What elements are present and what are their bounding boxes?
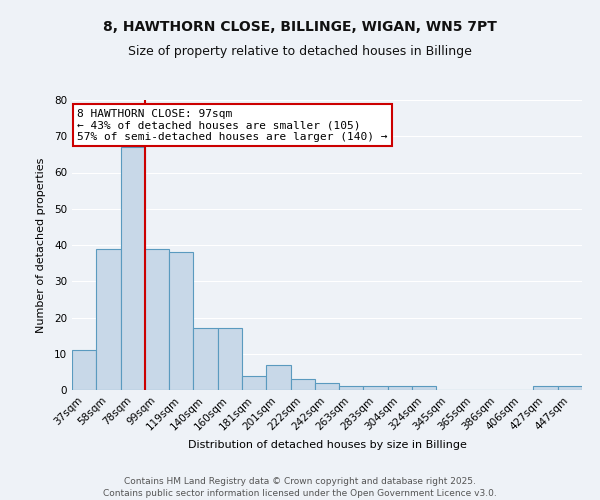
Bar: [558, 386, 582, 390]
Bar: [145, 248, 169, 390]
X-axis label: Distribution of detached houses by size in Billinge: Distribution of detached houses by size …: [188, 440, 466, 450]
Text: Size of property relative to detached houses in Billinge: Size of property relative to detached ho…: [128, 45, 472, 58]
Bar: [218, 328, 242, 390]
Bar: [339, 386, 364, 390]
Bar: [364, 386, 388, 390]
Y-axis label: Number of detached properties: Number of detached properties: [35, 158, 46, 332]
Bar: [533, 386, 558, 390]
Bar: [315, 383, 339, 390]
Text: 8 HAWTHORN CLOSE: 97sqm
← 43% of detached houses are smaller (105)
57% of semi-d: 8 HAWTHORN CLOSE: 97sqm ← 43% of detache…: [77, 108, 388, 142]
Bar: [72, 350, 96, 390]
Bar: [96, 248, 121, 390]
Bar: [193, 328, 218, 390]
Text: 8, HAWTHORN CLOSE, BILLINGE, WIGAN, WN5 7PT: 8, HAWTHORN CLOSE, BILLINGE, WIGAN, WN5 …: [103, 20, 497, 34]
Bar: [242, 376, 266, 390]
Bar: [266, 364, 290, 390]
Bar: [169, 252, 193, 390]
Bar: [388, 386, 412, 390]
Text: Contains HM Land Registry data © Crown copyright and database right 2025.
Contai: Contains HM Land Registry data © Crown c…: [103, 476, 497, 498]
Bar: [290, 379, 315, 390]
Bar: [412, 386, 436, 390]
Bar: [121, 147, 145, 390]
